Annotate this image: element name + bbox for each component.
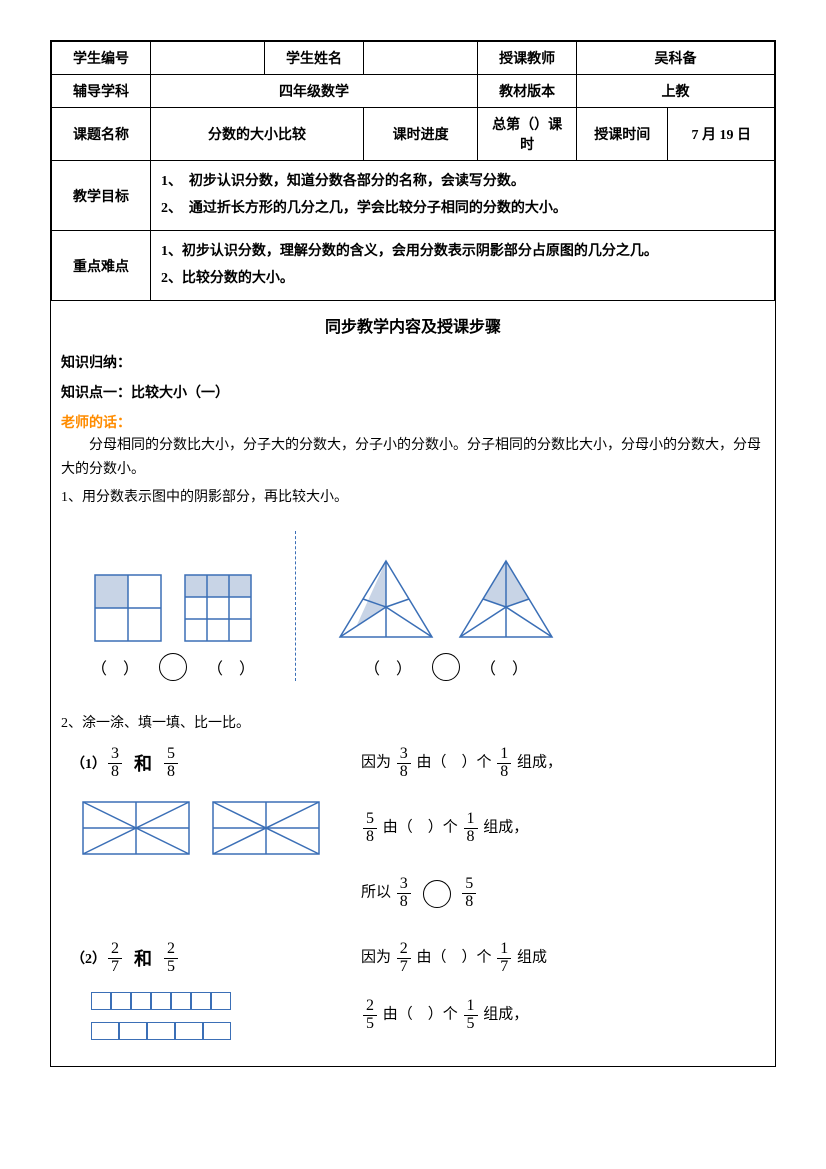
text: 因为 <box>361 950 391 966</box>
text: 由（ ）个 <box>417 950 492 966</box>
topic-label: 课题名称 <box>52 108 151 161</box>
fig-group-triangles: （ ） （ ） <box>336 557 556 681</box>
bar-7parts-icon <box>91 992 231 1010</box>
ex2-sub1-rects: 58 由（ ）个 18 组成， <box>61 800 765 856</box>
header-table: 学生编号 学生姓名 授课教师 吴科备 辅导学科 四年级数学 教材版本 上教 课题… <box>51 41 775 301</box>
table-row: 学生编号 学生姓名 授课教师 吴科备 <box>52 42 775 75</box>
fraction-5-8: 58 <box>363 811 377 846</box>
fraction-2-5: 25 <box>164 941 178 976</box>
subject-label: 辅导学科 <box>52 75 151 108</box>
teacher-label: 授课教师 <box>478 42 577 75</box>
table-row: 课题名称 分数的大小比较 课时进度 总第（）课时 授课时间 7 月 19 日 <box>52 108 775 161</box>
teacher-note-label: 老师的话： <box>61 412 765 432</box>
student-id-label: 学生编号 <box>52 42 151 75</box>
fraction-1-8: 18 <box>497 746 511 781</box>
text: 组成 <box>517 950 547 966</box>
fraction-5-8: 58 <box>164 746 178 781</box>
teacher-note-text: 分母相同的分数比大小，分子大的分数大，分子小的分数小。分子相同的分数比大小，分母… <box>61 434 765 482</box>
table-row: 教学目标 1、 初步认识分数，知道分数各部分的名称，会读写分数。 2、 通过折长… <box>52 161 775 231</box>
text: 组成， <box>517 754 562 770</box>
text: 所以 <box>361 885 391 901</box>
table-row: 重点难点 1、初步认识分数，理解分数的含义，会用分数表示阴影部分占原图的几分之几… <box>52 231 775 301</box>
compare-circle <box>159 653 187 681</box>
time-label: 授课时间 <box>577 108 668 161</box>
student-name-value <box>364 42 478 75</box>
text: 由（ ）个 <box>417 754 492 770</box>
ex2-line2: 25 由（ ）个 15 组成， <box>361 998 765 1033</box>
triangle-6parts-shade2-icon <box>456 557 556 643</box>
knowledge-summary: 知识归纳： <box>61 351 765 376</box>
ex2-sub1-head: （1） 38 和 58 因为 38 由（ ）个 18 组成， <box>61 746 765 781</box>
ex1-label: （1） <box>71 753 106 773</box>
progress-value: 总第（）课时 <box>478 108 577 161</box>
ex2-sub2-bars: 25 由（ ）个 15 组成， <box>61 986 765 1046</box>
kp-2: 2、比较分数的大小。 <box>161 266 764 293</box>
question-2: 2、涂一涂、填一填、比一比。 <box>61 711 765 736</box>
ex1-line3: 所以 38 58 <box>61 876 765 911</box>
compare-circle <box>432 653 460 681</box>
student-id-value <box>150 42 264 75</box>
blank-paren: （ ） <box>91 655 139 679</box>
page-container: 学生编号 学生姓名 授课教师 吴科备 辅导学科 四年级数学 教材版本 上教 课题… <box>50 40 776 1067</box>
dashed-divider <box>295 531 296 681</box>
fraction-2-7: 27 <box>397 941 411 976</box>
and-text: 和 <box>134 945 152 971</box>
teacher-value: 吴科备 <box>577 42 775 75</box>
text: 组成， <box>483 1007 528 1023</box>
text: 由（ ）个 <box>383 820 458 836</box>
bar-5parts-icon <box>91 1022 231 1040</box>
material-label: 教材版本 <box>478 75 577 108</box>
blank-paren: （ ） <box>364 655 412 679</box>
fraction-1-8: 18 <box>464 811 478 846</box>
content-area: 知识归纳： 知识点一：比较大小（一） 老师的话： 分母相同的分数比大小，分子大的… <box>51 351 775 1065</box>
square-3x3-icon <box>183 573 253 643</box>
square-2x2-icon <box>93 573 163 643</box>
fig-group-squares: （ ） （ ） <box>91 573 255 681</box>
fraction-2-7: 27 <box>108 941 122 976</box>
subject-value: 四年级数学 <box>150 75 477 108</box>
kp1-title: 知识点一：比较大小（一） <box>61 381 765 406</box>
figures-row: （ ） （ ） <box>91 531 765 681</box>
goal-1: 1、 初步认识分数，知道分数各部分的名称，会读写分数。 <box>161 169 764 196</box>
fraction-2-5: 25 <box>363 998 377 1033</box>
goal-2: 2、 通过折长方形的几分之几，学会比较分子相同的分数的大小。 <box>161 196 764 223</box>
fraction-1-5: 15 <box>464 998 478 1033</box>
progress-label: 课时进度 <box>364 108 478 161</box>
kp-1: 1、初步认识分数，理解分数的含义，会用分数表示阴影部分占原图的几分之几。 <box>161 239 764 266</box>
ex1-line1: 因为 38 由（ ）个 18 组成， <box>361 746 765 781</box>
ex1-line2: 58 由（ ）个 18 组成， <box>361 811 765 846</box>
goal-cell: 1、 初步认识分数，知道分数各部分的名称，会读写分数。 2、 通过折长方形的几分… <box>150 161 774 231</box>
ex2-line1: 因为 27 由（ ）个 17 组成 <box>361 941 765 976</box>
goal-label: 教学目标 <box>52 161 151 231</box>
text: 组成， <box>483 820 528 836</box>
fraction-3-8: 38 <box>397 746 411 781</box>
rect-8parts-icon <box>211 800 321 856</box>
text: 由（ ）个 <box>383 1007 458 1023</box>
fraction-3-8: 38 <box>397 876 411 911</box>
triangle-6parts-shade1-icon <box>336 557 436 643</box>
time-value: 7 月 19 日 <box>668 108 775 161</box>
keypoint-label: 重点难点 <box>52 231 151 301</box>
keypoint-cell: 1、初步认识分数，理解分数的含义，会用分数表示阴影部分占原图的几分之几。 2、比… <box>150 231 774 301</box>
material-value: 上教 <box>577 75 775 108</box>
ex2-sub2-head: （2） 27 和 25 因为 27 由（ ）个 17 组成 <box>61 941 765 976</box>
blank-paren: （ ） <box>480 655 528 679</box>
student-name-label: 学生姓名 <box>265 42 364 75</box>
and-text: 和 <box>134 750 152 776</box>
blank-paren: （ ） <box>207 655 255 679</box>
fraction-1-7: 17 <box>497 941 511 976</box>
rect-8parts-icon <box>81 800 191 856</box>
compare-circle <box>423 880 451 908</box>
topic-value: 分数的大小比较 <box>150 108 363 161</box>
fraction-5-8: 58 <box>462 876 476 911</box>
fraction-3-8: 38 <box>108 746 122 781</box>
text: 因为 <box>361 754 391 770</box>
table-row: 辅导学科 四年级数学 教材版本 上教 <box>52 75 775 108</box>
ex2-label: （2） <box>71 948 106 968</box>
section-title: 同步教学内容及授课步骤 <box>51 301 775 347</box>
question-1: 1、用分数表示图中的阴影部分，再比较大小。 <box>61 485 765 510</box>
